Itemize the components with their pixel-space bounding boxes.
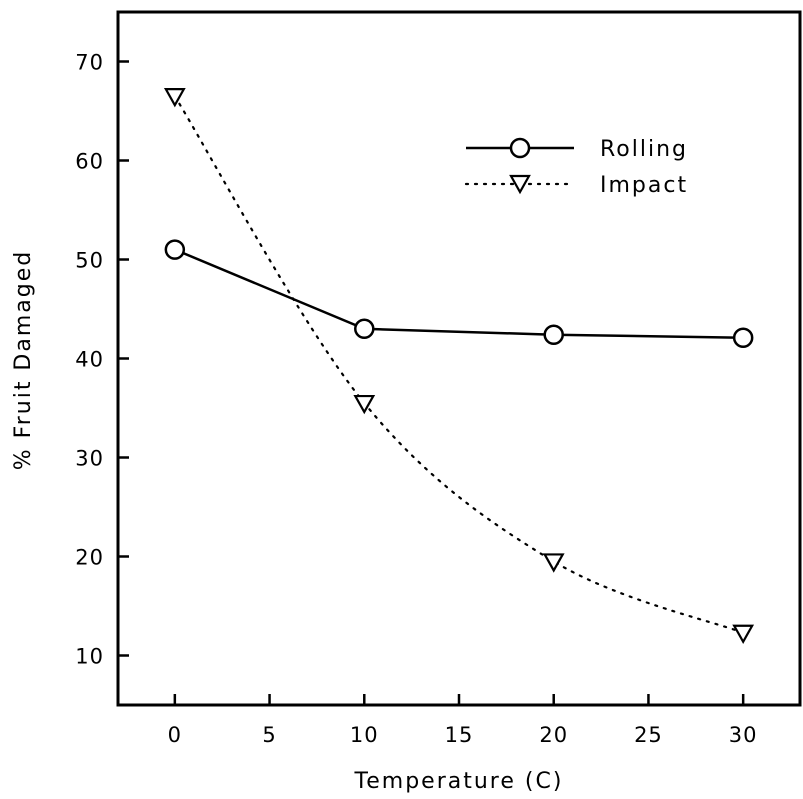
legend-marker-triangle (509, 174, 531, 195)
data-series (163, 88, 755, 644)
y-tick-label: 30 (75, 447, 104, 471)
legend-marker-circle (509, 137, 531, 159)
y-tick-label: 40 (75, 348, 104, 372)
x-tick-label: 0 (168, 723, 182, 747)
y-axis-label: % Fruit Damaged (11, 250, 36, 470)
series-rolling (164, 239, 754, 348)
axis-ticks: 0 5 10 15 20 25 30 10 20 30 40 50 60 70 (75, 51, 758, 748)
series-line-impact (173, 95, 745, 634)
x-tick-label: 30 (729, 723, 758, 747)
data-point-impact (542, 553, 565, 573)
legend-label: Impact (600, 173, 688, 198)
series-impact (163, 88, 755, 644)
data-point-rolling (732, 327, 754, 348)
y-tick-label: 70 (75, 51, 104, 75)
y-tick-label: 20 (75, 546, 104, 570)
data-point-impact (163, 88, 186, 108)
y-tick-label: 10 (75, 645, 104, 669)
plot-frame (116, 10, 802, 707)
legend-item-impact: Impact (464, 173, 688, 198)
x-tick-label: 15 (445, 723, 474, 747)
data-point-rolling (543, 324, 564, 345)
x-tick-label: 25 (634, 723, 663, 747)
data-point-impact (732, 624, 755, 644)
x-axis-label: Temperature (C) (354, 769, 564, 794)
series-line-rolling (174, 248, 744, 339)
x-tick-label: 20 (539, 723, 568, 747)
data-point-rolling (164, 239, 186, 260)
x-tick-label: 5 (262, 723, 276, 747)
data-point-rolling (354, 318, 375, 340)
y-tick-label: 60 (75, 150, 104, 174)
data-point-impact (353, 394, 376, 415)
legend-item-rolling: Rolling (466, 137, 688, 162)
legend: Rolling Impact (464, 137, 688, 198)
x-tick-label: 10 (350, 723, 379, 747)
y-tick-label: 50 (75, 249, 104, 273)
legend-label: Rolling (600, 137, 688, 162)
